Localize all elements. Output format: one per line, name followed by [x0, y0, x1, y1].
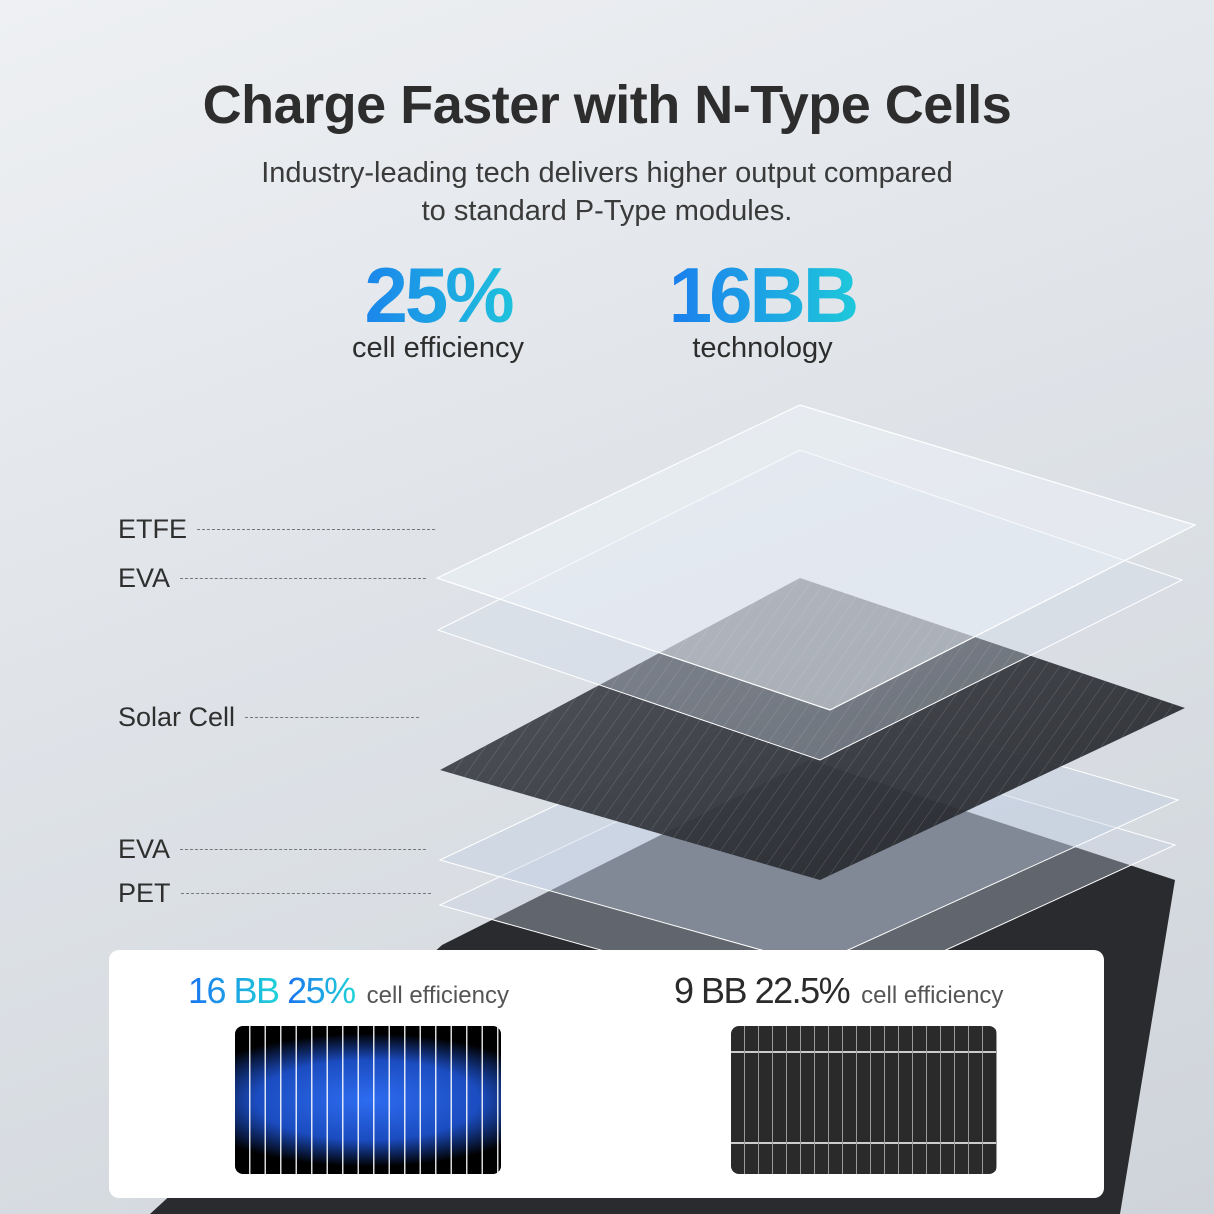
efficiency-value: 25%: [287, 970, 356, 1011]
label-text: ETFE: [118, 514, 188, 544]
subtitle-line-1: Industry-leading tech delivers higher ou…: [261, 157, 953, 189]
bb-count: 9 BB: [674, 970, 748, 1011]
stat-value: 16BB: [640, 252, 885, 338]
label-pet: PET: [118, 878, 431, 909]
stat-technology: 16BB technology: [640, 252, 885, 365]
leader-line: [197, 529, 436, 530]
label-text: Solar Cell: [118, 702, 236, 732]
stat-value: 25%: [318, 252, 558, 338]
stat-label: technology: [692, 332, 833, 364]
stat-label: cell efficiency: [352, 332, 524, 364]
efficiency-label: cell efficiency: [366, 982, 509, 1009]
label-text: EVA: [118, 563, 171, 593]
page-title: Charge Faster with N-Type Cells: [202, 75, 1012, 135]
subtitle-line-2: to standard P-Type modules.: [421, 195, 793, 227]
comparison-card: 16 BB 25% cell efficiency 9 BB 22.5% cell …: [109, 950, 1104, 1198]
label-text: EVA: [118, 834, 171, 864]
stat-efficiency: 25% cell efficiency: [318, 252, 558, 365]
leader-line: [180, 893, 431, 894]
comparison-9bb-heading: 9 BB 22.5% cell efficiency: [674, 970, 1003, 1012]
solar-cell-grid: [440, 578, 1185, 880]
comparison-16bb-heading: 16 BB 25% cell efficiency: [188, 970, 509, 1012]
subtitle: Industry-leading tech delivers higher ou…: [207, 154, 1007, 230]
efficiency-value: 22.5%: [754, 970, 851, 1011]
9bb-cell-image: [731, 1026, 997, 1174]
label-etfe: ETFE: [118, 514, 436, 545]
label-eva-top: EVA: [118, 563, 427, 594]
eva-top-layer: [436, 449, 1184, 761]
16bb-cell-image: [235, 1026, 501, 1174]
label-text: PET: [118, 878, 171, 908]
etfe-layer: [435, 404, 1197, 711]
leader-line: [180, 578, 427, 579]
label-solar-cell: Solar Cell: [118, 702, 420, 733]
efficiency-label: cell efficiency: [861, 982, 1004, 1009]
leader-line: [245, 717, 420, 718]
label-eva-bottom: EVA: [118, 834, 427, 865]
bb-count: 16 BB: [188, 970, 280, 1011]
leader-line: [180, 849, 427, 850]
